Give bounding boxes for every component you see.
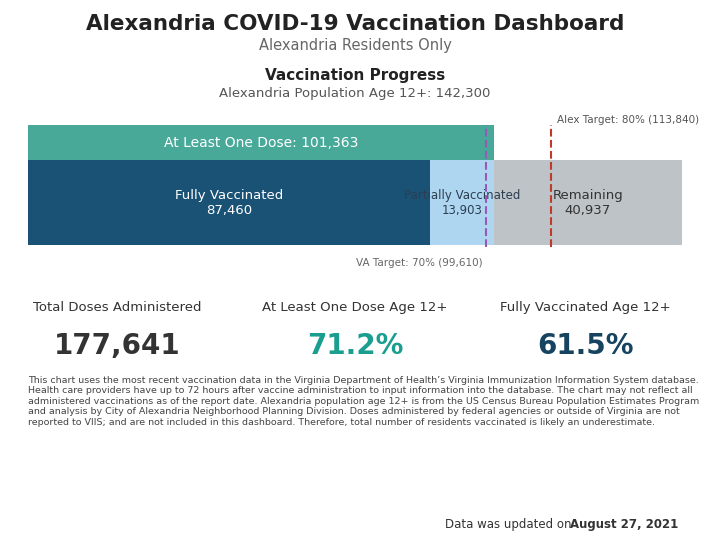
Text: Data was updated on: Data was updated on bbox=[445, 518, 575, 531]
Bar bbox=[493, 160, 682, 245]
Text: Total Doses Administered: Total Doses Administered bbox=[33, 301, 202, 314]
Text: At Least One Dose Age 12+: At Least One Dose Age 12+ bbox=[262, 301, 448, 314]
Text: Fully Vaccinated
87,460: Fully Vaccinated 87,460 bbox=[175, 189, 283, 217]
Text: 71.2%: 71.2% bbox=[307, 332, 403, 360]
Bar bbox=[28, 160, 430, 245]
Bar bbox=[430, 160, 493, 245]
Text: 61.5%: 61.5% bbox=[537, 332, 634, 360]
Text: 177,641: 177,641 bbox=[54, 332, 180, 360]
Bar bbox=[28, 125, 493, 160]
Text: Vaccination Progress: Vaccination Progress bbox=[265, 68, 445, 83]
Text: Alexandria COVID-19 Vaccination Dashboard: Alexandria COVID-19 Vaccination Dashboar… bbox=[86, 14, 624, 34]
Text: August 27, 2021: August 27, 2021 bbox=[570, 518, 678, 531]
Text: Alex Target: 80% (113,840): Alex Target: 80% (113,840) bbox=[557, 114, 699, 125]
Text: VA Target: 70% (99,610): VA Target: 70% (99,610) bbox=[356, 258, 482, 268]
Text: Partially Vaccinated
13,903: Partially Vaccinated 13,903 bbox=[403, 189, 520, 217]
Text: Alexandria Population Age 12+: 142,300: Alexandria Population Age 12+: 142,300 bbox=[219, 87, 491, 100]
Text: This chart uses the most recent vaccination data in the Virginia Department of H: This chart uses the most recent vaccinat… bbox=[28, 376, 699, 427]
Text: Fully Vaccinated Age 12+: Fully Vaccinated Age 12+ bbox=[501, 301, 671, 314]
Text: Remaining
40,937: Remaining 40,937 bbox=[552, 189, 623, 217]
Text: Alexandria Residents Only: Alexandria Residents Only bbox=[258, 38, 452, 53]
Text: At Least One Dose: 101,363: At Least One Dose: 101,363 bbox=[164, 136, 359, 150]
